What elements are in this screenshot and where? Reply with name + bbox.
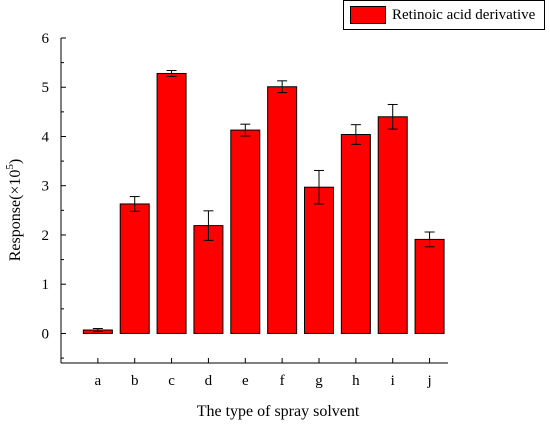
y-tick-label: 6 — [42, 31, 50, 47]
x-tick-label-a: a — [95, 373, 102, 389]
bar-h — [340, 134, 371, 334]
x-tick-label-d: d — [205, 373, 213, 389]
y-axis-label: Response(×105) — [4, 159, 24, 262]
plot-area: 0 1 2 3 4 5 6 a b c d e f g h i j — [42, 31, 448, 389]
y-tick-label: 1 — [42, 277, 50, 293]
x-axis-label: The type of spray solvent — [197, 403, 360, 420]
x-tick-label-f: f — [280, 373, 285, 389]
y-axis-label-group: Response(×105) — [4, 159, 24, 262]
x-tick-label-e: e — [242, 373, 249, 389]
bar-g — [304, 186, 334, 334]
legend: Retinoic acid derivative — [343, 0, 545, 30]
x-tick-label-b: b — [131, 373, 139, 389]
x-tick-label-g: g — [315, 373, 323, 389]
bar-i — [377, 116, 408, 334]
y-tick-label: 2 — [42, 228, 50, 244]
y-tick-label: 0 — [42, 326, 50, 342]
bar-b — [119, 203, 150, 334]
x-tick-label-h: h — [352, 373, 360, 389]
bar-c — [156, 72, 187, 334]
legend-label: Retinoic acid derivative — [392, 6, 536, 23]
x-tick-label-c: c — [168, 373, 175, 389]
bar-f — [267, 86, 298, 334]
bar-j — [414, 238, 445, 334]
bar-e — [230, 129, 261, 334]
x-tick-label-j: j — [426, 373, 431, 389]
legend-swatch — [350, 6, 386, 24]
bar-d — [193, 225, 224, 334]
y-tick-label: 4 — [42, 129, 50, 145]
x-tick-label-i: i — [391, 373, 395, 389]
y-tick-label: 3 — [42, 179, 50, 195]
y-tick-label: 5 — [42, 80, 50, 96]
